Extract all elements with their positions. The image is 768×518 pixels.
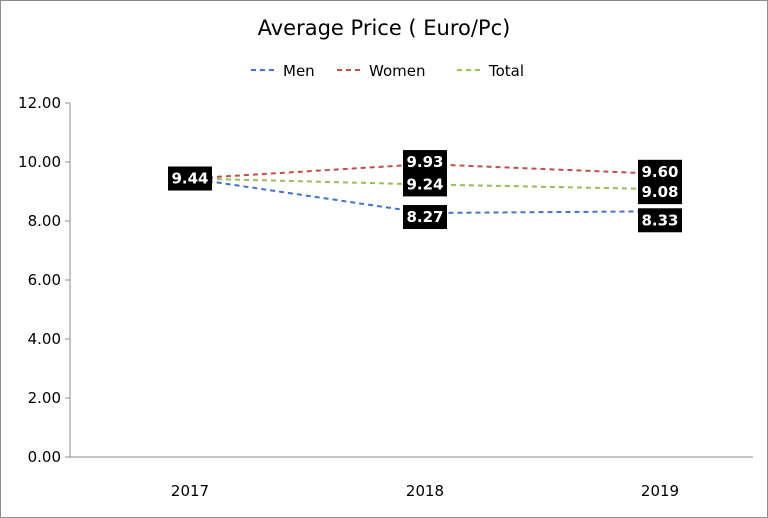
legend-label: Total — [488, 62, 524, 80]
data-label: 9.60 — [641, 163, 678, 181]
data-labels: 8.27 8.33 9.93 9.60 9.44 9.24 9.08 — [168, 150, 682, 233]
data-label-box — [638, 180, 682, 205]
y-tick-label: 8.00 — [28, 212, 61, 230]
data-label: 8.33 — [641, 211, 678, 229]
x-tick-label: 2019 — [641, 482, 679, 500]
y-tick-label: 4.00 — [28, 330, 61, 348]
y-tick-label: 12.00 — [18, 94, 61, 112]
data-label: 9.93 — [406, 153, 443, 171]
data-label: 9.44 — [171, 170, 208, 188]
x-tick-label: 2018 — [406, 482, 444, 500]
chart-title: Average Price ( Euro/Pc) — [258, 16, 511, 40]
legend-label: Men — [283, 62, 315, 80]
data-label-box — [638, 208, 682, 233]
data-label: 8.27 — [406, 208, 443, 226]
legend: Men Women Total — [251, 62, 524, 80]
data-label-box — [403, 205, 447, 230]
data-label-box — [403, 172, 447, 197]
y-tick-label: 2.00 — [28, 389, 61, 407]
legend-label: Women — [369, 62, 425, 80]
data-label: 9.08 — [641, 183, 678, 201]
axes: 0.00 2.00 4.00 6.00 8.00 10.00 12.00 2017 2018 20… — [18, 94, 753, 500]
data-label-box — [403, 150, 447, 175]
y-tick-label: 0.00 — [28, 448, 61, 466]
data-label-box — [638, 159, 682, 184]
x-tick-label: 2017 — [171, 482, 209, 500]
data-label: 9.24 — [406, 175, 443, 193]
data-label-box — [168, 166, 212, 191]
y-tick-label: 10.00 — [18, 153, 61, 171]
y-tick-label: 6.00 — [28, 271, 61, 289]
